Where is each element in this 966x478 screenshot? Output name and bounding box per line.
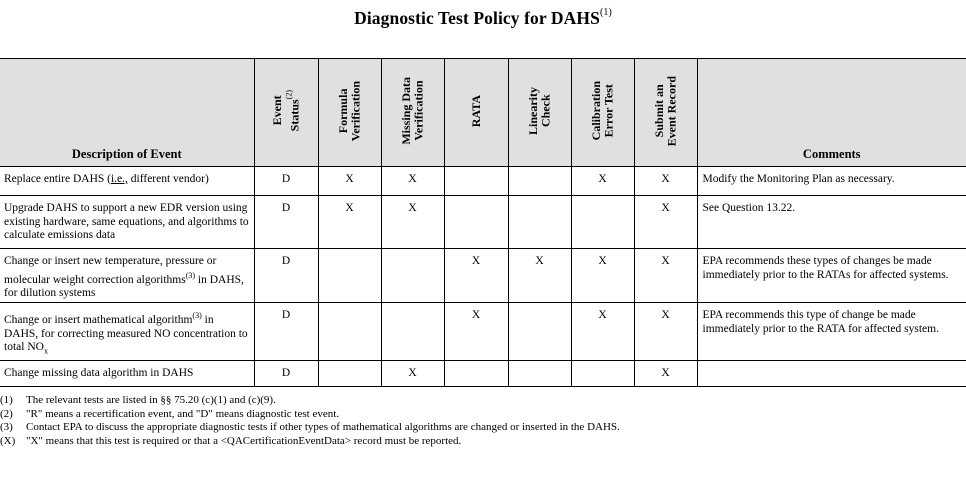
cell-event-status: D: [253, 359, 319, 387]
cell-calibration-error-test: [570, 195, 635, 249]
footnote-number: (X): [0, 434, 16, 447]
page-title: Diagnostic Test Policy for DAHS(1): [0, 7, 966, 29]
cell-submit-event-record: X: [633, 166, 698, 196]
cell-missing-data-verification: X: [380, 359, 445, 387]
desc-text: Change or insert mathematical algorithm: [4, 314, 193, 327]
footnote: (2) "R" means a recertification event, an…: [0, 408, 620, 422]
desc-footnote-ref: (3): [185, 270, 196, 280]
cell-rata: X: [443, 247, 509, 304]
header-linearity-check-label: Linearity Check: [526, 87, 553, 135]
cell-comment: See Question 13.22.: [696, 195, 966, 249]
row-description: Change or insert new temperature, pressu…: [0, 247, 255, 304]
page-title-text: Diagnostic Test Policy for DAHS: [354, 8, 600, 28]
cell-calibration-error-test: X: [570, 247, 635, 304]
cell-rata: X: [443, 302, 509, 361]
header-formula-verification-label: Formula Verification: [336, 80, 363, 142]
footnote-text: "R" means a recertification event, and "…: [26, 407, 340, 420]
cell-linearity-check: [507, 302, 572, 361]
header-rata: RATA: [443, 58, 509, 167]
header-event-status-ref: (2): [284, 90, 294, 100]
cell-linearity-check: [507, 195, 572, 249]
cell-submit-event-record: X: [633, 359, 698, 387]
cell-linearity-check: [507, 359, 572, 387]
cell-submit-event-record: X: [633, 195, 698, 249]
cell-missing-data-verification: X: [380, 195, 445, 249]
cell-formula-verification: [317, 359, 382, 387]
header-missing-data-verification: Missing Data Verification: [380, 58, 445, 167]
cell-formula-verification: [317, 302, 382, 361]
table-row: Upgrade DAHS to support a new EDR versio…: [0, 195, 966, 249]
header-missing-data-verification-label: Missing Data Verification: [399, 77, 426, 145]
row-description: Upgrade DAHS to support a new EDR versio…: [0, 195, 255, 249]
desc-text: Change or insert new temperature, pressu…: [4, 255, 217, 286]
row-description: Change missing data algorithm in DAHS: [0, 359, 255, 387]
cell-missing-data-verification: [380, 247, 445, 304]
footnote-text: Contact EPA to discuss the appropriate d…: [26, 421, 620, 434]
cell-missing-data-verification: [380, 302, 445, 361]
cell-submit-event-record: X: [633, 302, 698, 361]
table-row: Change or insert new temperature, pressu…: [0, 247, 966, 304]
desc-text-underlined: i.e.,: [110, 173, 128, 185]
cell-calibration-error-test: X: [570, 302, 635, 361]
footnote: (1) The relevant tests are listed in §§ 7…: [0, 394, 620, 408]
cell-comment: Modify the Monitoring Plan as necessary.: [696, 166, 966, 196]
footnote-text: The relevant tests are listed in §§ 75.2…: [26, 394, 276, 406]
table-row: Change or insert mathematical algorithm(…: [0, 302, 966, 361]
diagnostic-test-policy-table: Description of Event Event Status(2) For…: [0, 58, 966, 387]
header-formula-verification: Formula Verification: [317, 58, 382, 167]
desc-text: different vendor): [127, 173, 209, 185]
cell-comment: [696, 359, 966, 387]
cell-event-status: D: [253, 247, 319, 304]
cell-event-status: D: [253, 166, 319, 196]
cell-rata: [443, 195, 509, 249]
header-calibration-error-test: Calibration Error Test: [570, 58, 635, 167]
table-row: Replace entire DAHS (i.e., different ven…: [0, 166, 966, 196]
cell-submit-event-record: X: [633, 247, 698, 304]
cell-event-status: D: [253, 195, 319, 249]
cell-missing-data-verification: X: [380, 166, 445, 196]
footnote-text: "X" means that this test is required or …: [26, 434, 462, 447]
desc-text: in DAHS, for correcting measured NO conc…: [4, 314, 248, 354]
cell-formula-verification: [317, 247, 382, 304]
desc-text: Replace entire DAHS (: [4, 173, 111, 185]
desc-text: in DAHS, for dilution systems: [4, 273, 244, 299]
footnote-number: (1): [0, 394, 13, 406]
header-submit-event-record: Submit an Event Record: [633, 58, 698, 167]
cell-rata: [443, 359, 509, 387]
footnote: (3) Contact EPA to discuss the appropriat…: [0, 421, 620, 435]
header-rata-label: RATA: [468, 94, 483, 128]
footnotes: (1) The relevant tests are listed in §§ 7…: [0, 394, 620, 448]
cell-linearity-check: X: [507, 247, 572, 304]
cell-calibration-error-test: X: [570, 166, 635, 196]
header-description: Description of Event: [0, 58, 255, 167]
cell-comment: EPA recommends these types of changes be…: [696, 247, 966, 304]
cell-calibration-error-test: [570, 359, 635, 387]
header-comments: Comments: [696, 58, 966, 167]
row-description: Replace entire DAHS (i.e., different ven…: [0, 166, 255, 196]
table-row: Change missing data algorithm in DAHS D …: [0, 359, 966, 387]
footnote-number: (2): [0, 407, 13, 420]
cell-formula-verification: X: [317, 195, 382, 249]
cell-event-status: D: [253, 302, 319, 361]
cell-linearity-check: [507, 166, 572, 196]
footnote-number: (3): [0, 421, 13, 434]
header-event-status: Event Status(2): [253, 58, 319, 167]
cell-rata: [443, 166, 509, 196]
header-event-status-label: Event Status: [270, 96, 302, 132]
table-header-row: Description of Event Event Status(2) For…: [0, 58, 966, 167]
desc-footnote-ref: (3): [192, 311, 202, 321]
header-linearity-check: Linearity Check: [507, 58, 572, 167]
header-submit-event-record-label: Submit an Event Record: [652, 75, 679, 147]
header-calibration-error-test-label: Calibration Error Test: [589, 81, 616, 141]
footnote: (X) "X" means that this test is required …: [0, 435, 620, 449]
desc-subscript: x: [43, 346, 48, 356]
cell-formula-verification: X: [317, 166, 382, 196]
cell-comment: EPA recommends this type of change be ma…: [696, 302, 966, 361]
row-description: Change or insert mathematical algorithm(…: [0, 302, 255, 361]
title-footnote-ref: (1): [599, 7, 612, 18]
